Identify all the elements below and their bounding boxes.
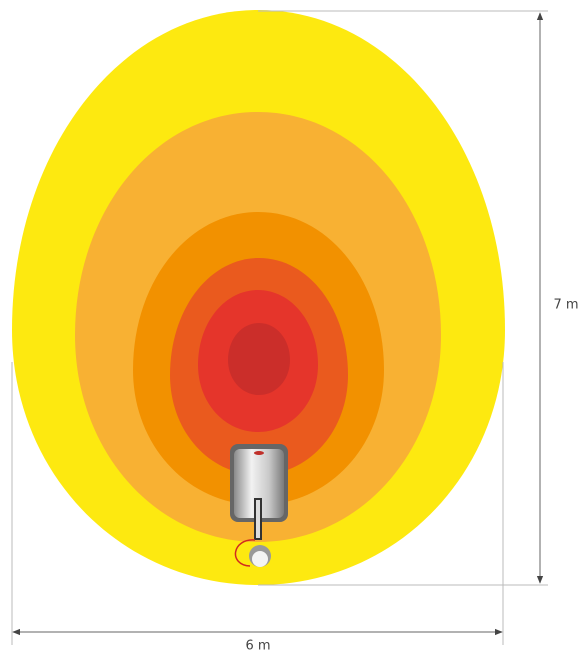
height-dimension: 7 m bbox=[258, 10, 579, 586]
cable bbox=[234, 539, 256, 567]
lamp bbox=[252, 551, 268, 567]
heater bbox=[230, 444, 288, 567]
heat-zones bbox=[12, 10, 505, 585]
width-dimension: 6 m bbox=[11, 362, 504, 654]
heat-zone bbox=[228, 323, 290, 395]
heater-logo bbox=[254, 451, 264, 455]
height-label: 7 m bbox=[553, 298, 578, 313]
heater-pole-highlight bbox=[256, 500, 260, 538]
heater-body bbox=[234, 449, 284, 518]
width-label: 6 m bbox=[245, 639, 270, 654]
